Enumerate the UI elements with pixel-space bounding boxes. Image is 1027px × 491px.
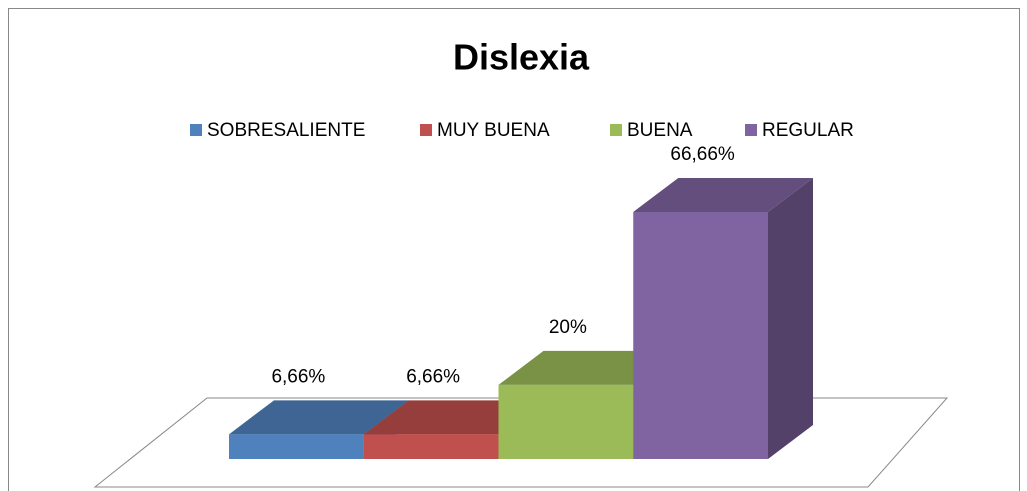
bar-front (498, 384, 634, 459)
bar-top (633, 178, 813, 212)
bar-front (633, 212, 768, 459)
bar-side (768, 178, 813, 459)
legend-label: REGULAR (762, 120, 854, 141)
legend-swatch (745, 124, 757, 136)
bar (229, 400, 409, 459)
bar (633, 178, 813, 459)
chart-title: Dislexia (453, 37, 590, 78)
data-label: 20% (549, 317, 587, 338)
data-label: 6,66% (271, 366, 325, 387)
bar-top (229, 400, 409, 435)
legend-swatch (190, 124, 202, 136)
bar-front (229, 434, 364, 459)
legend-swatch (610, 124, 622, 136)
data-label: 6,66% (406, 366, 460, 387)
data-label: 66,66% (670, 144, 735, 165)
legend-label: SOBRESALIENTE (207, 120, 365, 141)
legend-label: MUY BUENA (437, 120, 550, 141)
legend-label: BUENA (627, 120, 693, 141)
legend-swatch (420, 124, 432, 136)
bar-front (363, 434, 499, 459)
